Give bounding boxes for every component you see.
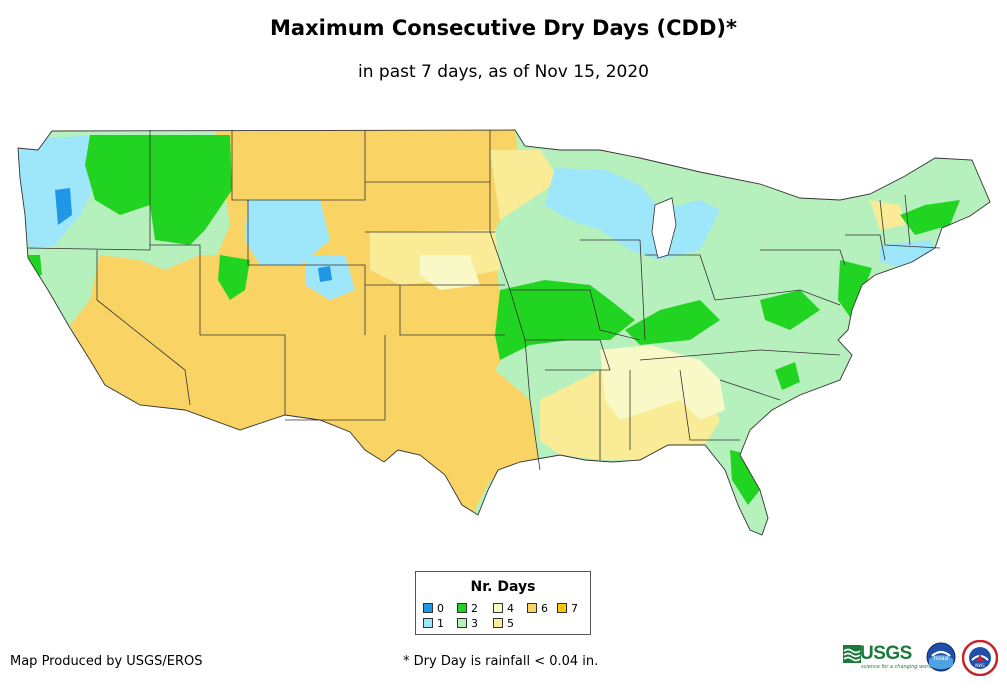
legend-item-6: 6 <box>527 603 548 615</box>
map-title: Maximum Consecutive Dry Days (CDD)* <box>270 16 737 40</box>
state-boundaries <box>27 130 941 471</box>
legend-item-3: 3 <box>457 618 478 630</box>
cdd-regions <box>18 130 960 520</box>
legend-swatch-6 <box>527 603 537 613</box>
legend-title: Nr. Days <box>470 579 536 595</box>
legend-item-7: 7 <box>557 603 578 615</box>
nws-logo-icon: NWS <box>962 640 998 676</box>
legend-label: 6 <box>541 602 548 615</box>
legend-item-1: 1 <box>423 618 444 630</box>
region-4-days-southeast <box>600 345 725 420</box>
map-legend: Nr. Days 0 1 2 3 4 5 6 7 <box>415 571 591 635</box>
region-2-days-california <box>28 255 42 278</box>
legend-swatch-4 <box>493 603 503 613</box>
legend-item-4: 4 <box>493 603 514 615</box>
legend-swatch-5 <box>493 618 503 628</box>
usgs-logo: USGS science for a changing world <box>843 643 933 671</box>
lake-michigan <box>651 197 677 259</box>
legend-swatch-3 <box>457 618 467 628</box>
region-6-days-north-plains <box>370 130 520 235</box>
noaa-logo-icon: noaa <box>926 642 956 672</box>
legend-label: 1 <box>437 617 444 630</box>
legend-label: 3 <box>471 617 478 630</box>
legend-label: 4 <box>507 602 514 615</box>
noaa-wordmark: noaa <box>934 655 949 662</box>
dry-day-footnote: * Dry Day is rainfall < 0.04 in. <box>403 654 599 669</box>
region-2-days-carolinas <box>775 362 800 390</box>
region-0-days-colorado <box>318 266 332 282</box>
legend-swatch-1 <box>423 618 433 628</box>
usgs-waves-icon <box>843 645 861 663</box>
nws-wordmark: NWS <box>975 663 985 668</box>
region-2-days-appalachia <box>760 290 820 330</box>
region-2-days-kentucky <box>625 300 720 345</box>
usgs-tagline: science for a changing world <box>861 664 933 670</box>
legend-swatch-2 <box>457 603 467 613</box>
legend-swatch-7 <box>557 603 567 613</box>
legend-label: 7 <box>571 602 578 615</box>
legend-swatch-0 <box>423 603 433 613</box>
region-1-day-great-lakes <box>545 168 720 260</box>
legend-label: 2 <box>471 602 478 615</box>
region-1-day-wyoming <box>245 200 330 265</box>
legend-item-0: 0 <box>423 603 444 615</box>
region-5-days-ne <box>870 200 905 230</box>
legend-item-5: 5 <box>493 618 514 630</box>
legend-item-2: 2 <box>457 603 478 615</box>
region-5-days-mn <box>490 150 560 220</box>
region-6-days-west <box>70 130 540 520</box>
map-subtitle: in past 7 days, as of Nov 15, 2020 <box>358 62 649 82</box>
legend-label: 0 <box>437 602 444 615</box>
region-2-days-idaho-montana <box>85 135 232 245</box>
region-2-days-utah <box>218 255 250 300</box>
usgs-wordmark: USGS <box>860 643 912 664</box>
region-0-days-oregon <box>55 188 72 225</box>
map-credit: Map Produced by USGS/EROS <box>10 654 203 669</box>
region-4-days-plains <box>420 255 480 290</box>
region-2-days-new-jersey <box>838 260 872 320</box>
legend-label: 5 <box>507 617 514 630</box>
